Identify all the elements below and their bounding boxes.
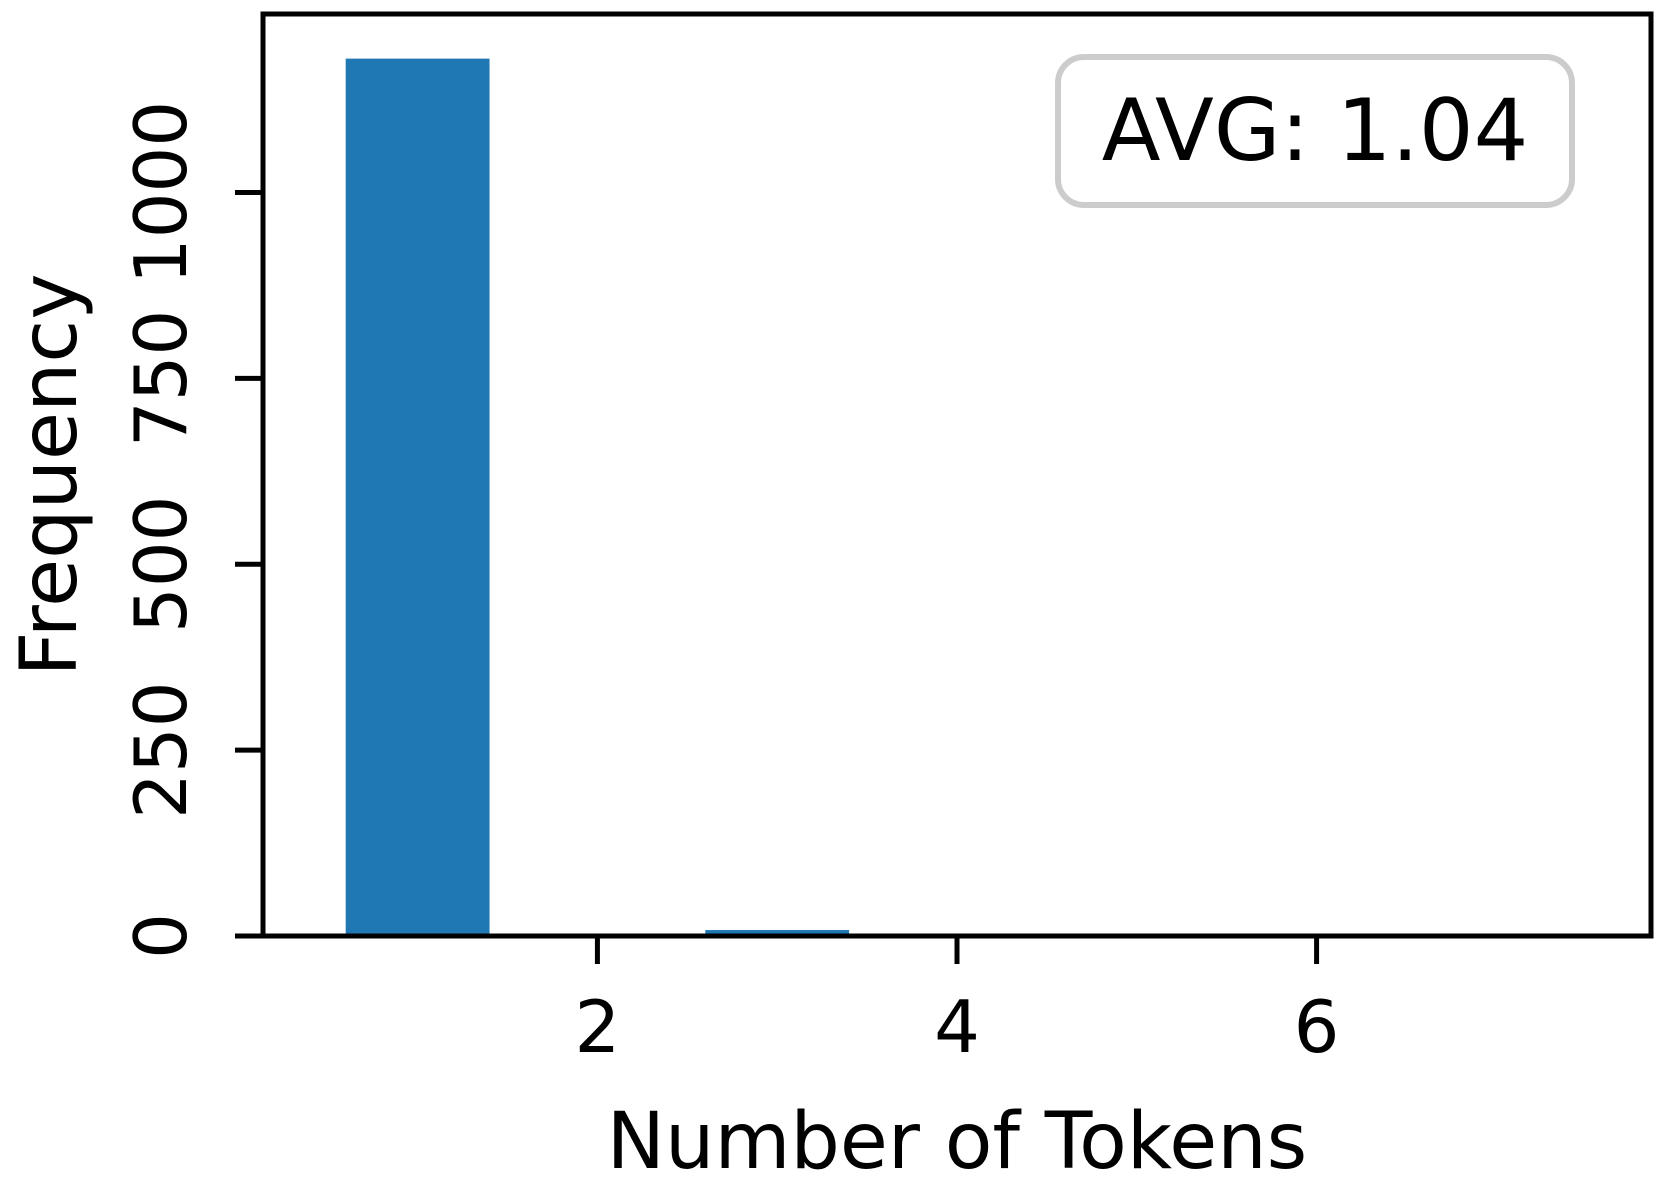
y-tick-label-0: 0: [119, 913, 203, 959]
plot-frame: [260, 11, 1654, 939]
avg-annotation-text: AVG: 1.04: [1102, 81, 1529, 181]
avg-annotation-box: AVG: 1.04: [1055, 54, 1575, 208]
x-tick-label-4: 4: [934, 985, 980, 1069]
bar-3: [705, 930, 850, 936]
x-tick-label-6: 6: [1294, 985, 1340, 1069]
y-tick-label-500: 500: [119, 496, 203, 633]
annotation-frame: [1055, 54, 1575, 208]
y-axis-ticks: 0 250 500 750 1000: [119, 101, 263, 959]
bar-1: [345, 58, 490, 936]
x-axis-label: Number of Tokens: [607, 1097, 1308, 1187]
y-tick-label-250: 250: [119, 681, 203, 818]
y-axis-label: Frequency: [5, 274, 95, 677]
bars-group: [345, 58, 1029, 936]
x-axis-ticks: 2 4 6: [575, 936, 1340, 1069]
y-tick-label-750: 750: [119, 310, 203, 447]
x-tick-label-2: 2: [575, 985, 621, 1069]
y-tick-label-1000: 1000: [119, 101, 203, 284]
